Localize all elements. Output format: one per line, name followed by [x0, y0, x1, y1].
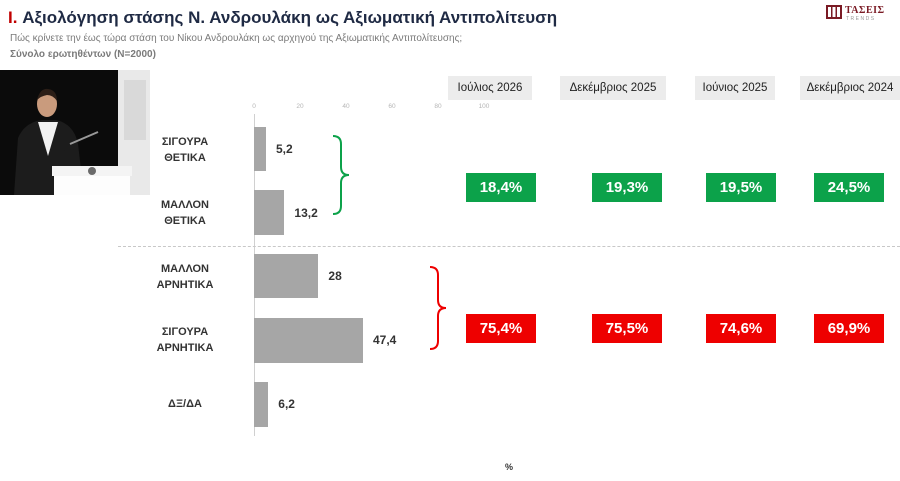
x-tick-label: 60 [388, 103, 396, 110]
category-label: ΔΞ/ΔΑ [168, 398, 202, 410]
bar-sigoura-arnitika [254, 318, 363, 363]
negative-total-period-1: 75,4% [466, 314, 536, 343]
bar-value-label: 13,2 [294, 206, 318, 220]
title-numeral: I. [8, 8, 18, 27]
bar-dk-na [254, 382, 269, 427]
bar-value-label: 28 [328, 269, 342, 283]
col-header-period-4: Δεκέμβριος 2024 [800, 76, 900, 100]
col-header-period-1: Ιούλιος 2026 [448, 76, 532, 100]
bar-value-label: 6,2 [278, 397, 295, 411]
positive-total-period-2: 19,3% [592, 173, 662, 202]
negative-total-period-3: 74,6% [706, 314, 776, 343]
positive-total-period-4: 24,5% [814, 173, 884, 202]
bar-sigoura-thetika [254, 127, 266, 171]
logo-subword: TRENDS [846, 16, 876, 22]
negative-total-period-2: 75,5% [592, 314, 662, 343]
x-tick-label: 40 [342, 103, 350, 110]
question-subtitle: Πώς κρίνετε την έως τώρα στάση του Νίκου… [10, 33, 463, 44]
bar-value-label: 47,4 [373, 333, 397, 347]
negative-brace-icon [429, 266, 447, 350]
x-tick-label: 100 [478, 103, 490, 110]
speaker-photo [0, 70, 150, 195]
category-label: ΜΑΛΛΟΝ ΘΕΤΙΚΑ [161, 199, 209, 227]
x-tick-label: 80 [434, 103, 442, 110]
bar-mallon-thetika [254, 190, 285, 235]
speaker-photo-icon [0, 70, 150, 195]
col-header-period-2: Δεκέμβριος 2025 [560, 76, 666, 100]
x-tick-label: 20 [296, 103, 304, 110]
sample-base: Σύνολο ερωτηθέντων (Ν=2000) [10, 49, 156, 60]
brand-logo: ΤΑΣΕΙΣ TRENDS [826, 4, 894, 22]
unit-label: % [505, 462, 514, 472]
negative-total-period-4: 69,9% [814, 314, 884, 343]
page-title: I. Αξιολόγηση στάσης Ν. Ανδρουλάκη ως Αξ… [8, 8, 557, 28]
bar-mallon-arnitika [254, 254, 319, 298]
col-header-period-3: Ιούνιος 2025 [695, 76, 775, 100]
title-text: Αξιολόγηση στάσης Ν. Ανδρουλάκη ως Αξιωμ… [22, 8, 558, 27]
section-divider [118, 246, 900, 247]
logo-word: ΤΑΣΕΙΣ [845, 5, 885, 16]
positive-total-period-1: 18,4% [466, 173, 536, 202]
category-label: ΣΙΓΟΥΡΑ ΘΕΤΙΚΑ [161, 136, 209, 164]
bar-value-label: 5,2 [276, 142, 293, 156]
category-label: ΜΑΛΛΟΝ ΑΡΝΗΤΙΚΑ [156, 263, 214, 291]
positive-total-period-3: 19,5% [706, 173, 776, 202]
positive-brace-icon [332, 135, 350, 215]
category-label: ΣΙΓΟΥΡΑ ΑΡΝΗΤΙΚΑ [156, 326, 214, 354]
logo-mark-icon [826, 5, 842, 19]
x-tick-label: 0 [252, 103, 256, 110]
